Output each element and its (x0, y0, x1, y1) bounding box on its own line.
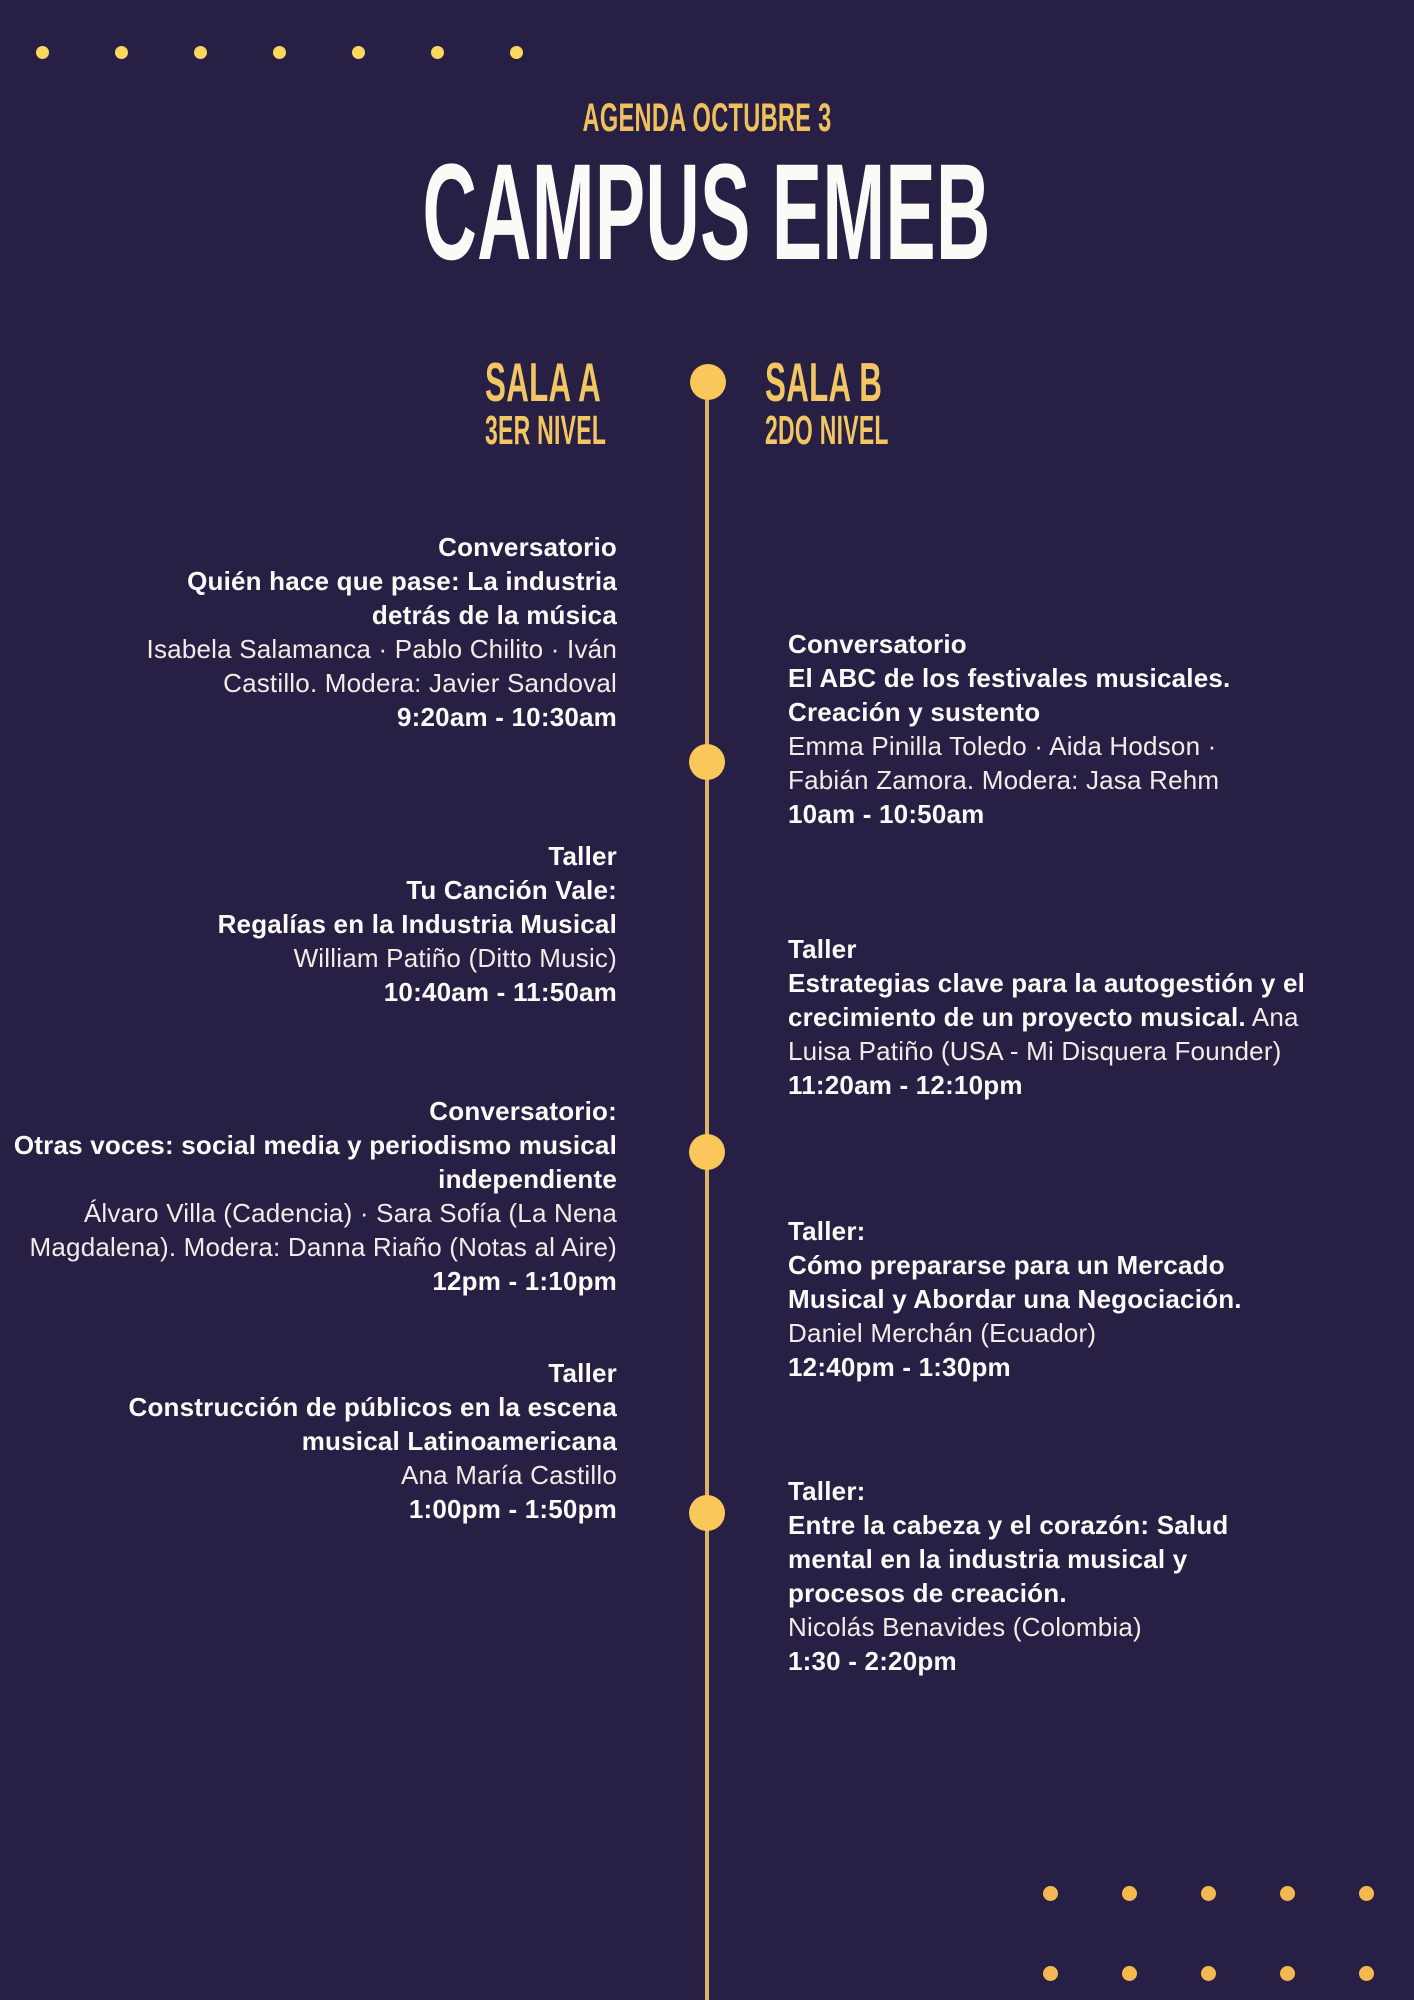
decor-dot (1043, 1966, 1058, 1981)
event-card-sala-a-4: Taller Construcción de públicos en la es… (128, 1358, 617, 1524)
decor-dot (1122, 1886, 1137, 1901)
decor-dot (1201, 1966, 1216, 1981)
sala-b-name: SALA B (765, 351, 883, 413)
decor-dot (1043, 1886, 1058, 1901)
decor-dot (1280, 1966, 1295, 1981)
decor-dot (273, 46, 286, 59)
sala-a-level: 3ER NIVEL (485, 407, 607, 453)
decor-dot (510, 46, 523, 59)
page-title-row: CAMPUS EMEB (0, 144, 1414, 281)
sala-a-name: SALA A (485, 351, 602, 413)
decor-dot (1359, 1966, 1374, 1981)
decor-dot (194, 46, 207, 59)
top-dots-decoration (36, 46, 523, 59)
sala-b-level: 2DO NIVEL (765, 407, 889, 453)
event-card-sala-b-1: Conversatorio El ABC de los festivales m… (788, 629, 1231, 829)
decor-dot (115, 46, 128, 59)
event-card-sala-a-1: Conversatorio Quién hace que pase: La in… (146, 532, 617, 732)
sala-a-header: SALA A 3ER NIVEL (485, 355, 701, 453)
timeline-dot (689, 744, 725, 780)
sala-b-header: SALA B 2DO NIVEL (765, 355, 986, 453)
agenda-date-row: AGENDA OCTUBRE 3 (0, 98, 1414, 138)
event-card-sala-b-2: Taller Estrategias clave para la autoges… (788, 934, 1306, 1100)
decor-dot (431, 46, 444, 59)
agenda-date-heading: AGENDA OCTUBRE 3 (582, 96, 832, 140)
decor-dot-row (1043, 1966, 1374, 1981)
decor-dot (1201, 1886, 1216, 1901)
decor-dot (36, 46, 49, 59)
decor-dot (1122, 1966, 1137, 1981)
event-card-sala-a-3: Conversatorio: Otras voces: social media… (13, 1096, 617, 1296)
decor-dot (352, 46, 365, 59)
decor-dot-row (1043, 1886, 1374, 1901)
timeline-dot (689, 1134, 725, 1170)
timeline-dot (690, 364, 726, 400)
timeline-dot (689, 1495, 725, 1531)
event-card-sala-b-3: Taller: Cómo prepararse para un Mercado … (788, 1216, 1242, 1382)
page-title: CAMPUS EMEB (422, 136, 992, 289)
event-card-sala-b-4: Taller: Entre la cabeza y el corazón: Sa… (788, 1476, 1229, 1676)
decor-dot (1280, 1886, 1295, 1901)
decor-dot (1359, 1886, 1374, 1901)
event-card-sala-a-2: Taller Tu Canción Vale: Regalías en la I… (217, 841, 617, 1007)
bottom-dots-decoration (1043, 1886, 1374, 1981)
timeline-line (705, 385, 709, 2000)
